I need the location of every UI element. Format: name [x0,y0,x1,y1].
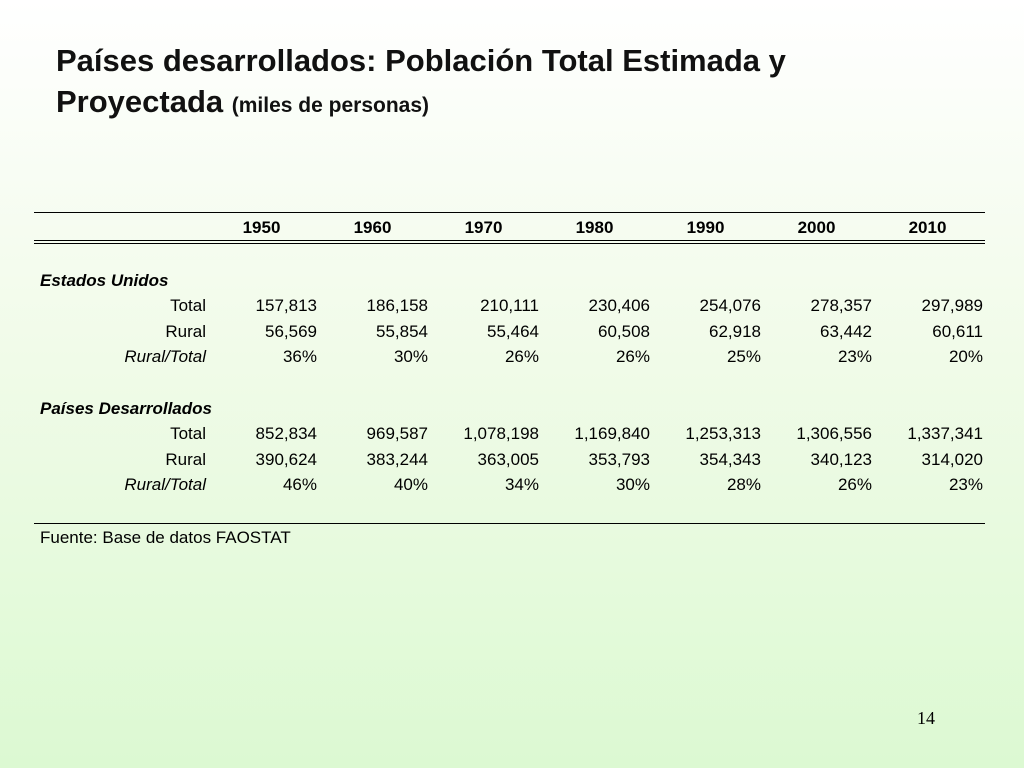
table-cell: 230,406 [588,296,650,316]
table-cell: 23% [948,475,983,495]
table-cell: 23% [837,347,872,367]
table-cell: 1,078,198 [463,424,539,444]
table-bottom-rule [34,523,985,524]
slide-title: Países desarrollados: Población Total Es… [56,40,956,126]
table-cell: 254,076 [699,296,761,316]
table-cell: 186,158 [366,296,428,316]
table-cell: 852,834 [255,424,317,444]
header-rule-upper [34,240,985,241]
table-row: Rural/Total 36% 30% 26% 26% 25% 23% 20% [34,344,983,370]
slide-title-subtitle: (miles de personas) [231,94,429,117]
year-header: 1950 [242,218,281,237]
table-cell: 55,464 [487,321,539,341]
table-cell: 383,244 [366,449,428,469]
corner-cell [34,214,206,242]
group-header-row: Estados Unidos [34,268,983,294]
table-cell: 56,569 [265,321,317,341]
row-label: Total [170,424,206,444]
table-cell: 20% [948,347,983,367]
table-cell: 60,611 [932,321,983,341]
row-label: Rural/Total [124,347,206,367]
table-cell: 34% [504,475,539,495]
table-cell: 1,253,313 [685,424,761,444]
table-body: Estados Unidos Total 157,813 186,158 210,111… [34,242,983,498]
table-row: Rural/Total 46% 40% 34% 30% 28% 26% 23% [34,472,983,498]
source-note: Fuente: Base de datos FAOSTAT [40,528,291,547]
table-cell: 25% [726,347,761,367]
row-label: Rural [165,321,206,341]
year-header: 1970 [464,218,503,237]
year-header: 1960 [353,218,392,237]
row-label: Rural/Total [124,475,206,495]
year-header-row: 1950 1960 1970 1980 1990 2000 2010 [34,214,983,242]
table-cell: 26% [504,347,539,367]
table-cell: 40% [393,475,428,495]
population-table: 1950 1960 1970 1980 1990 2000 2010 Estad… [34,214,983,498]
table-cell: 26% [615,347,650,367]
table-cell: 28% [726,475,761,495]
table-cell: 354,343 [699,449,761,469]
table-cell: 26% [837,475,872,495]
table-cell: 969,587 [366,424,428,444]
table-cell: 1,306,556 [796,424,872,444]
page-number: 14 [917,708,935,728]
table-cell: 210,111 [480,296,539,316]
row-label: Total [170,296,206,316]
spacer-row [34,242,983,268]
row-label: Rural [165,449,206,469]
spacer-row [34,370,983,396]
slide-title-main: Países desarrollados: Población Total Es… [56,43,786,119]
table-top-rule [34,212,985,213]
table-cell: 30% [393,347,428,367]
table-cell: 36% [282,347,317,367]
table-cell: 297,989 [921,296,983,316]
group-title: Estados Unidos [40,270,169,290]
year-header: 1990 [686,218,725,237]
spacer-cell [34,370,983,396]
group-title: Países Desarrollados [40,398,212,418]
table-cell: 55,854 [376,321,428,341]
table-cell: 1,337,341 [907,424,983,444]
table-row: Rural 390,624 383,244 363,005 353,793 354,343… [34,447,983,473]
table-cell: 157,813 [255,296,317,316]
table-cell: 46% [282,475,317,495]
table-cell: 353,793 [588,449,650,469]
group-header-row: Países Desarrollados [34,396,983,422]
table-cell: 278,357 [810,296,872,316]
table-cell: 60,508 [598,321,650,341]
header-rule-lower [34,243,985,244]
table-cell: 63,442 [820,321,872,341]
table-cell: 1,169,840 [574,424,650,444]
year-header: 2000 [797,218,836,237]
table-cell: 314,020 [921,449,983,469]
table-cell: 340,123 [810,449,872,469]
table-row: Total 157,813 186,158 210,111 230,406 254,076… [34,293,983,319]
table-cell: 30% [615,475,650,495]
year-header: 2010 [908,218,947,237]
spacer-cell [34,242,983,268]
table-cell: 390,624 [255,449,317,469]
year-header: 1980 [575,218,614,237]
table-row: Rural 56,569 55,854 55,464 60,508 62,918 63,44… [34,319,983,345]
table-cell: 62,918 [709,321,761,341]
table-row: Total 852,834 969,587 1,078,198 1,169,840 1,2… [34,421,983,447]
table-cell: 363,005 [477,449,539,469]
